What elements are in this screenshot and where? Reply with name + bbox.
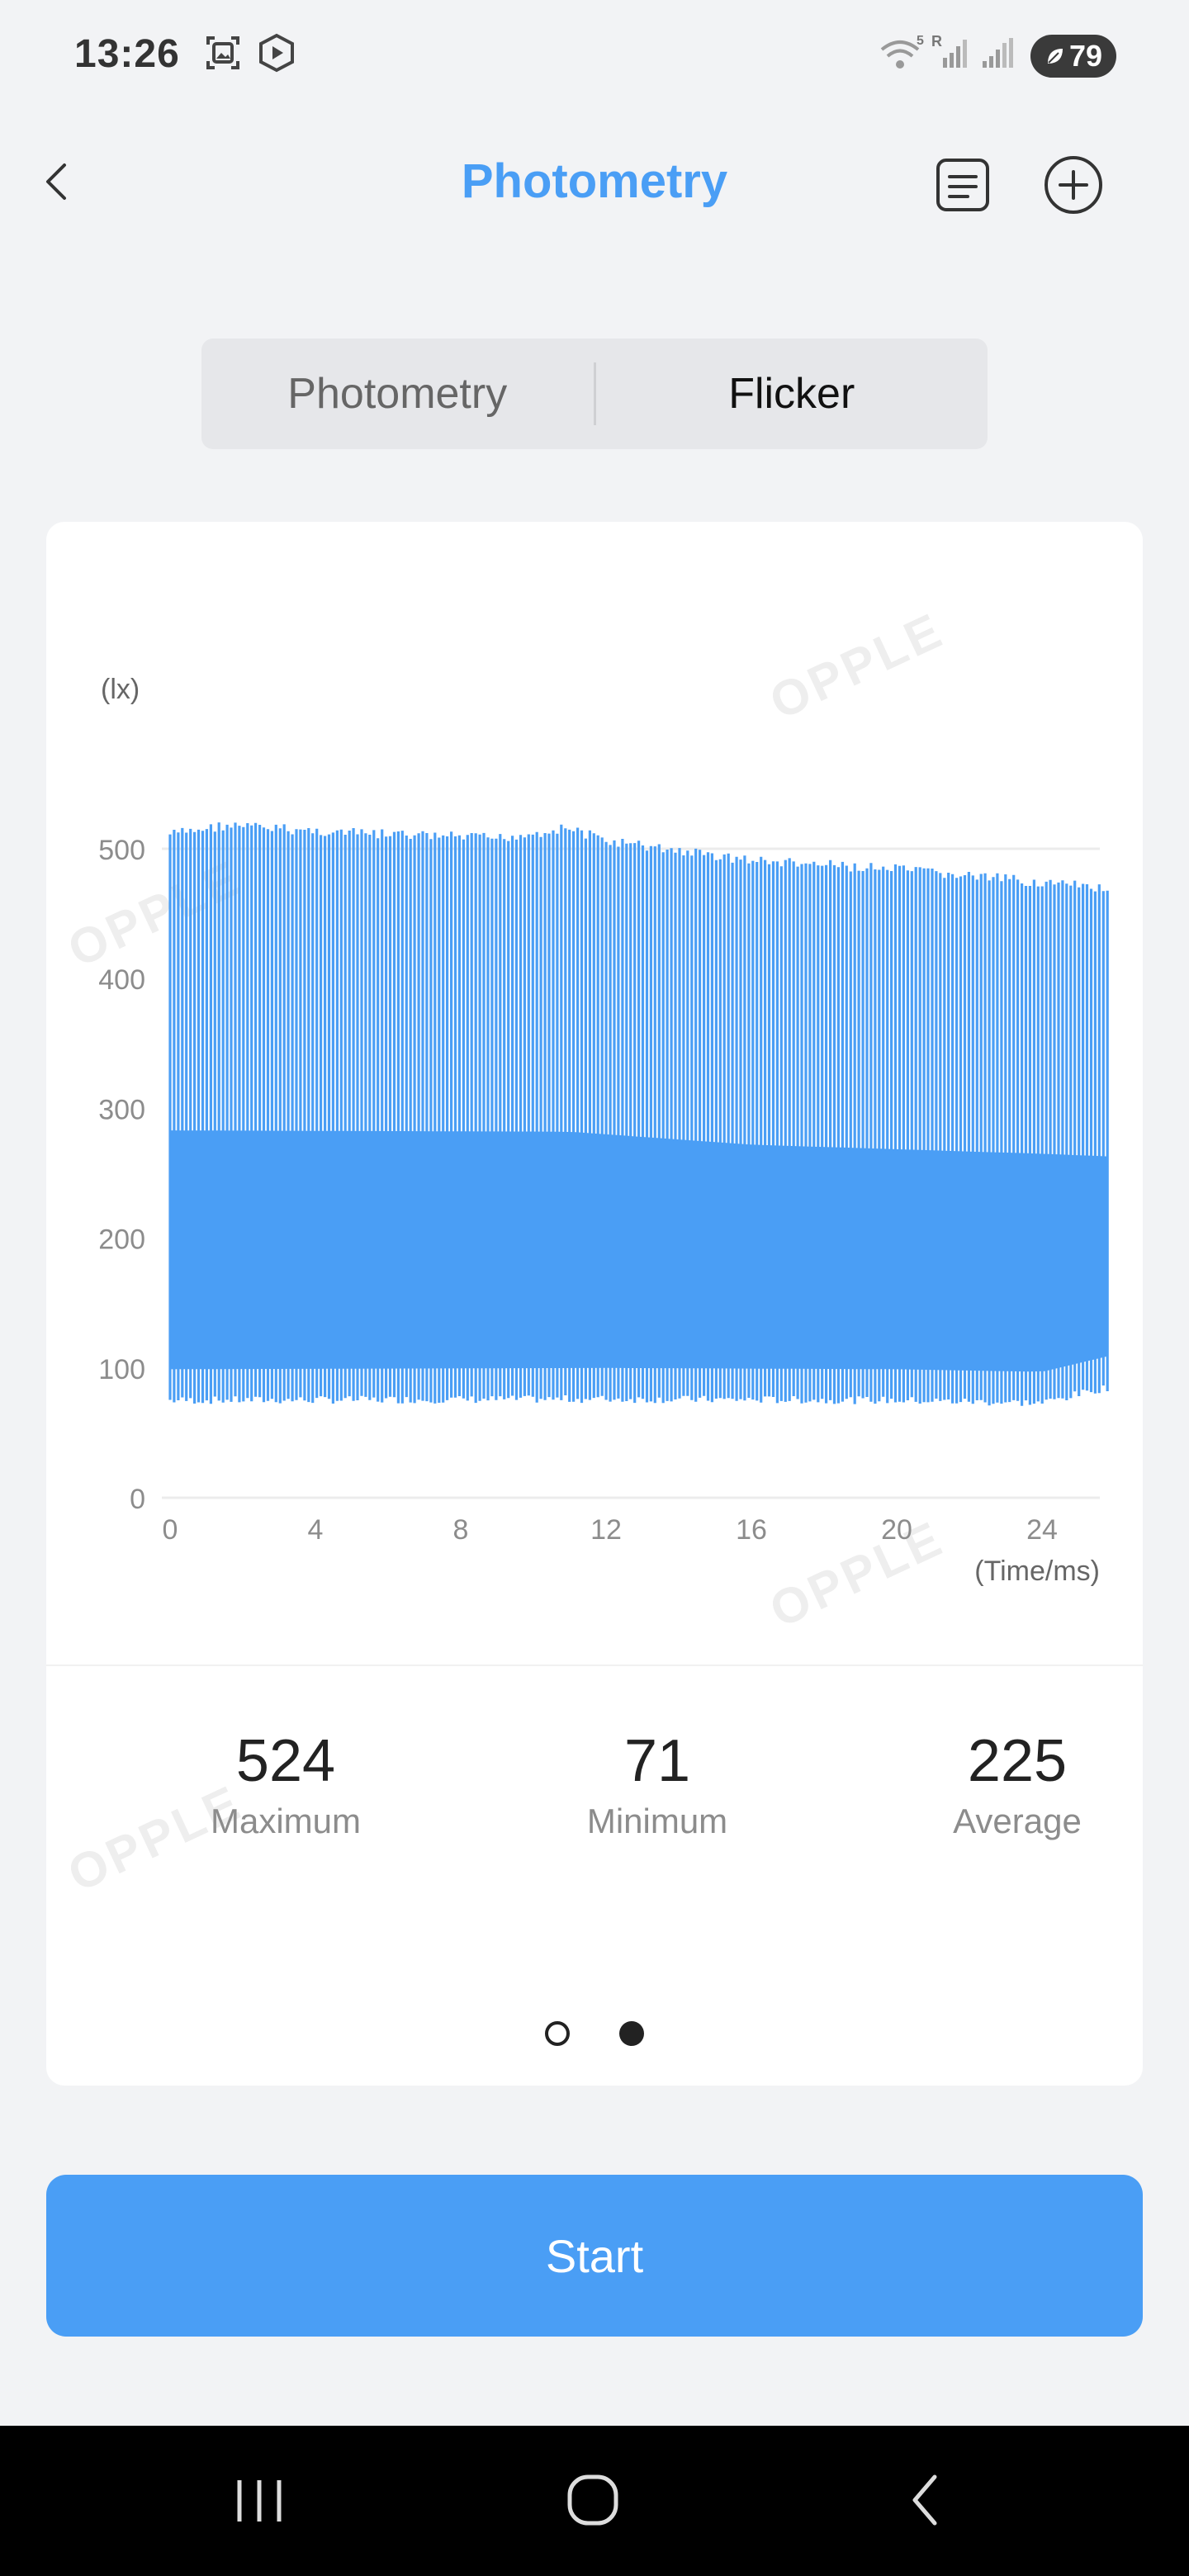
y-tick-label: 500 (98, 835, 145, 866)
x-axis-label: (Time/ms) (974, 1556, 1100, 1587)
stat-maximum: 524 Maximum (162, 1727, 410, 1841)
battery-icon: 79 (1030, 35, 1125, 78)
pager-dot-2[interactable] (619, 2021, 644, 2046)
x-tick-label: 8 (453, 1514, 469, 1546)
flicker-card: OPPLE OPPLE OPPLE OPPLE 0 100 200 300 400 500… (46, 522, 1143, 2086)
x-tick-label: 0 (163, 1514, 178, 1546)
tab-flicker[interactable]: Flicker (728, 370, 855, 418)
tab-photometry[interactable]: Photometry (287, 370, 508, 418)
signal-r-icon: R (931, 33, 967, 68)
stat-maximum-value: 524 (235, 1728, 336, 1794)
battery-level: 79 (1068, 39, 1103, 73)
list-icon[interactable] (930, 152, 996, 218)
stat-average-value: 225 (967, 1728, 1068, 1794)
divider (46, 1664, 1143, 1666)
stat-average-label: Average (953, 1802, 1082, 1840)
x-tick-label: 24 (1026, 1514, 1058, 1546)
y-tick-label: 0 (130, 1484, 145, 1515)
home-icon[interactable] (552, 2467, 634, 2533)
x-tick-label: 20 (881, 1514, 912, 1546)
svg-text:5: 5 (917, 34, 924, 48)
flicker-chart: 0 100 200 300 400 500 (lx) 0 4 8 12 16 20 24 (Time/ms) (98, 674, 1109, 1587)
x-tick-label: 12 (590, 1514, 622, 1546)
stat-minimum-label: Minimum (586, 1802, 728, 1840)
screenshot-icon (206, 36, 239, 69)
leaf-icon (1047, 49, 1063, 64)
back-icon[interactable] (885, 2467, 968, 2533)
stat-minimum-value: 71 (623, 1728, 691, 1794)
wifi-icon: 5 (880, 34, 924, 69)
navigation-bar (0, 2426, 1189, 2576)
y-tick-label: 300 (98, 1094, 145, 1125)
tab-divider (593, 362, 596, 425)
status-bar: 13:26 5 R (0, 0, 1189, 107)
y-axis-label: (lx) (101, 674, 140, 705)
status-time: 13:26 (74, 32, 180, 76)
x-tick-label: 4 (308, 1514, 324, 1546)
recent-apps-icon[interactable] (218, 2467, 301, 2533)
pager-dot-1[interactable] (545, 2021, 570, 2046)
shield-icon (259, 33, 294, 73)
stat-average: 225 Average (893, 1727, 1141, 1841)
x-tick-label: 16 (736, 1514, 767, 1546)
y-tick-label: 400 (98, 964, 145, 996)
y-tick-label: 100 (98, 1354, 145, 1385)
y-tick-label: 200 (98, 1224, 145, 1256)
stat-maximum-label: Maximum (210, 1802, 361, 1840)
add-circle-icon[interactable] (1039, 150, 1108, 220)
start-button[interactable]: Start (46, 2175, 1143, 2337)
signal-icon (983, 38, 1013, 68)
back-arrow-icon[interactable] (33, 149, 99, 215)
page-title: Photometry (461, 154, 728, 208)
mode-tabs: Photometry Flicker (201, 339, 988, 449)
header-bar: Photometry (0, 132, 1189, 231)
svg-text:R: R (931, 33, 942, 50)
stat-minimum: 71 Minimum (533, 1727, 781, 1841)
